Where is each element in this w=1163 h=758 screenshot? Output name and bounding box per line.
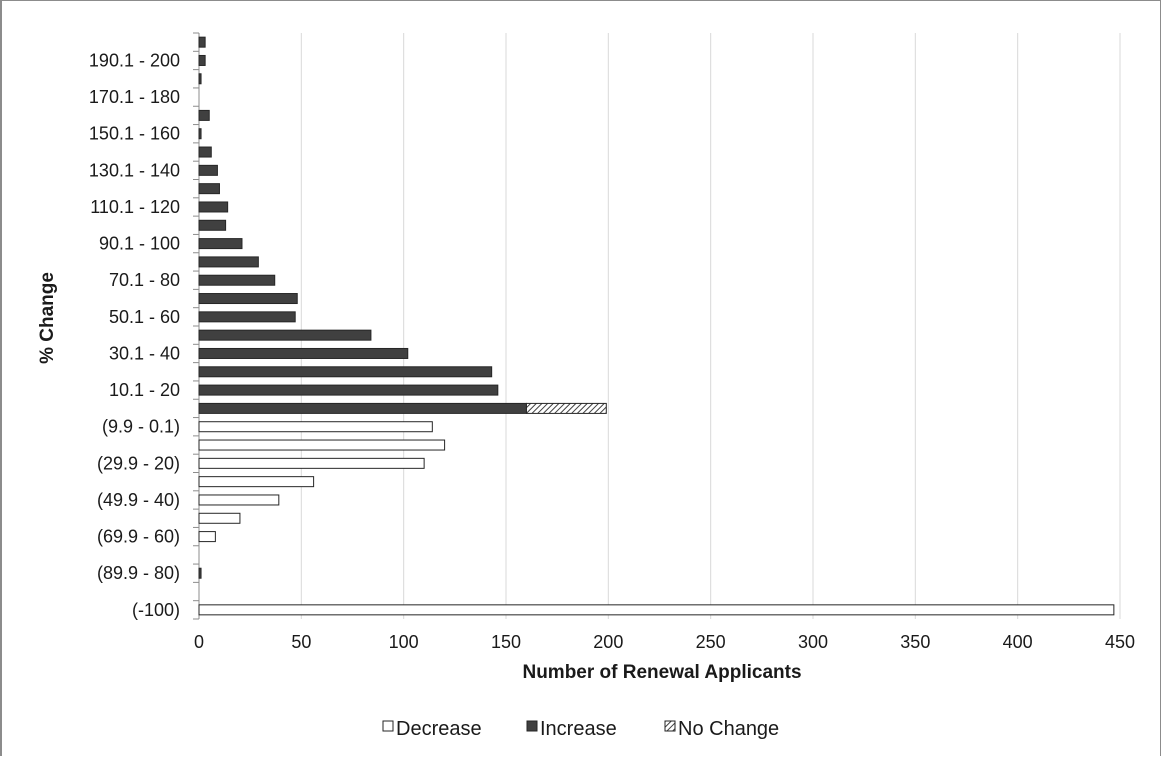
y-tick-label: 150.1 - 160 [89,124,180,144]
bar-increase [198,146,212,158]
bar-decrease [198,421,433,433]
gridlines [193,32,1121,620]
x-axis-title: Number of Renewal Applicants [522,662,801,683]
bar-increase [198,109,210,121]
bar-increase [198,366,493,378]
y-tick-label: 70.1 - 80 [109,270,180,290]
bar-increase [198,128,202,140]
bar-increase [198,347,409,359]
bar-decrease [198,512,241,524]
bar-decrease [198,604,1115,616]
x-tick-label: 400 [1003,632,1033,652]
y-tick-label: 170.1 - 180 [89,87,180,107]
y-tick-label: (-100) [132,600,180,620]
y-tick-label: 10.1 - 20 [109,380,180,400]
bar-increase [198,256,259,268]
bar-increase [198,219,227,231]
y-axis-tick-labels: (-100) (89.9 - 80) (69.9 - 60) (49.9 - 40) (… [89,50,180,619]
y-tick-label: (9.9 - 0.1) [102,417,180,437]
x-tick-label: 350 [900,632,930,652]
bar-decrease [198,494,280,506]
bar-increase [198,164,218,176]
legend: Decrease Increase No Change [382,718,779,740]
bar-increase [198,183,220,195]
legend-swatch [526,720,538,732]
bar-increase [198,384,499,396]
x-tick-label: 150 [491,632,521,652]
legend-swatch [382,720,394,732]
bar-increase [198,567,202,579]
bar-decrease [198,531,216,543]
legend-swatch [664,720,676,732]
bar-increase [198,293,298,305]
bar-increase [198,36,206,48]
y-tick-label: (69.9 - 60) [97,527,180,547]
y-tick-label: (29.9 - 20) [97,453,180,473]
bar-increase [198,311,296,323]
x-tick-label: 300 [798,632,828,652]
x-tick-label: 0 [194,632,204,652]
legend-label: No Change [678,718,779,740]
bar-decrease [198,439,446,451]
x-tick-label: 50 [291,632,311,652]
bar-increase [198,73,202,85]
bar-increase [198,54,206,66]
x-axis-tick-labels: 0 50 100 150 200 250 300 350 400 450 [194,632,1135,652]
bar-increase [198,274,276,286]
y-tick-label: 110.1 - 120 [90,197,180,217]
bar-decrease [198,476,315,488]
bar-increase [198,402,527,414]
x-tick-label: 200 [593,632,623,652]
bar-increase [198,201,229,213]
y-tick-label: 50.1 - 60 [109,307,180,327]
y-tick-label: (89.9 - 80) [97,563,180,583]
y-axis-title: % Change [37,272,58,364]
y-tick-label: 190.1 - 200 [89,50,180,70]
x-tick-label: 450 [1105,632,1135,652]
bar-increase [198,238,243,250]
y-tick-label: 90.1 - 100 [99,234,180,254]
bar-no-change [525,402,607,414]
y-tick-label: (49.9 - 40) [97,490,180,510]
bar-decrease [198,457,425,469]
bar-increase [198,329,372,341]
legend-label: Increase [540,718,617,740]
y-tick-label: 130.1 - 140 [89,160,180,180]
legend-label: Decrease [396,718,482,740]
bars [198,36,1115,616]
y-tick-label: 30.1 - 40 [109,343,180,363]
x-tick-label: 250 [696,632,726,652]
x-tick-label: 100 [389,632,419,652]
